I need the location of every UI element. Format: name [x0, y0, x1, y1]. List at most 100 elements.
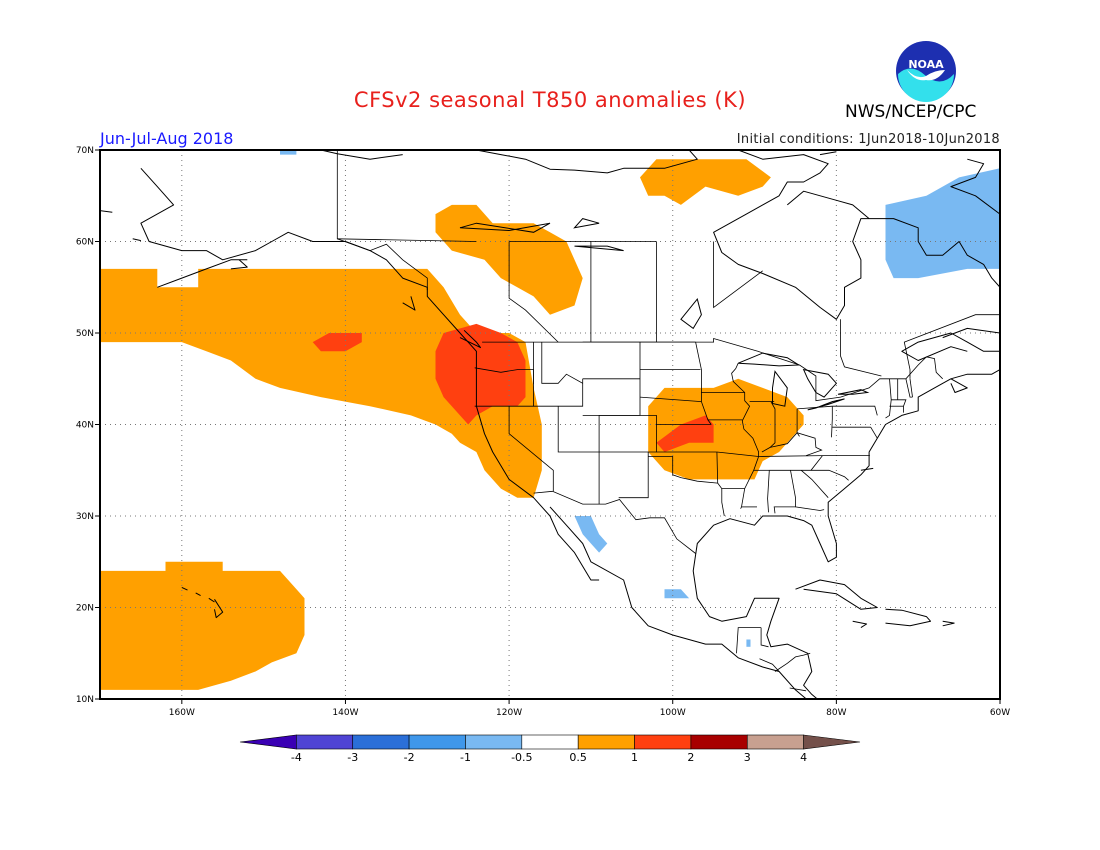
- political-border: [639, 396, 702, 402]
- colorbar-swatch: [352, 734, 410, 750]
- lake-outline: [680, 298, 702, 330]
- colorbar-swatch: [746, 734, 804, 750]
- political-border: [885, 378, 892, 419]
- coastline: [549, 506, 808, 699]
- anomaly-region-8: [885, 168, 1000, 279]
- political-border: [767, 470, 770, 513]
- political-border: [800, 469, 829, 498]
- anomaly-region-9: [574, 516, 608, 553]
- lon-tick-label: 140W: [332, 708, 358, 718]
- lon-tick-label: 100W: [660, 708, 686, 718]
- coastline: [132, 238, 142, 242]
- lake-outline: [459, 222, 551, 233]
- coastline: [713, 150, 1000, 320]
- coastline: [950, 158, 1000, 215]
- lat-tick-label: 60N: [76, 238, 94, 248]
- political-border: [905, 378, 913, 398]
- lake-outline: [573, 218, 600, 229]
- political-border: [909, 378, 913, 398]
- political-border: [761, 401, 776, 453]
- anomaly-region-10: [664, 589, 690, 599]
- political-border: [773, 470, 796, 514]
- coastline: [950, 378, 968, 393]
- coastline: [157, 259, 248, 288]
- colorbar-swatch-low-arrow: [239, 734, 297, 750]
- lat-tick-label: 70N: [76, 146, 94, 156]
- political-border: [508, 406, 554, 492]
- coastline: [901, 332, 1000, 361]
- political-border: [870, 426, 878, 439]
- colorbar-swatch: [521, 734, 579, 750]
- colorbar-swatch: [465, 734, 523, 750]
- anomaly-region-5: [435, 323, 526, 425]
- logo-text: NOAA: [908, 58, 944, 71]
- coastline: [819, 151, 837, 156]
- coastline: [140, 167, 600, 581]
- political-border: [758, 455, 870, 457]
- coastline: [692, 369, 1000, 699]
- coastline: [100, 210, 113, 213]
- season-label: Jun-Jul-Aug 2018: [100, 129, 234, 148]
- map-title: CFSv2 seasonal T850 anomalies (K): [353, 88, 747, 112]
- coastline: [476, 150, 698, 174]
- colorbar-label: -1: [460, 751, 471, 764]
- lat-tick-label: 10N: [76, 695, 94, 705]
- colorbar-label: 1: [631, 751, 638, 764]
- colorbar-swatch-high-arrow: [803, 734, 861, 750]
- colorbar-label: 0.5: [569, 751, 587, 764]
- political-border: [840, 319, 882, 377]
- lake-outline: [772, 370, 788, 407]
- colorbar-swatch: [634, 734, 692, 750]
- initial-conditions-label: Initial conditions: 1Jun2018-10Jun2018: [736, 132, 1000, 147]
- colorbar-label: -3: [347, 751, 358, 764]
- political-border: [716, 451, 759, 457]
- lake-outline: [807, 398, 845, 411]
- political-border: [760, 627, 769, 648]
- lake-outline: [574, 245, 624, 252]
- political-border: [599, 414, 657, 453]
- political-border: [770, 432, 823, 456]
- anomaly-region-2: [640, 159, 771, 205]
- anomaly-region-4: [100, 561, 305, 690]
- colorbar-swatch: [577, 734, 635, 750]
- anomaly-region-3: [648, 378, 804, 480]
- anomaly-shading: [100, 150, 1000, 690]
- political-border: [903, 314, 1000, 379]
- map-axis-labels: 160W 140W 120W 100W 80W 60W 10N 20N 30N 40N 50N 60N…: [76, 146, 1010, 718]
- coastlines-and-borders: [100, 150, 1000, 699]
- coastline: [942, 327, 1000, 339]
- political-border: [648, 456, 718, 484]
- colorbar-label: -0.5: [511, 751, 532, 764]
- coastline: [214, 599, 224, 619]
- political-border: [832, 405, 878, 416]
- colorbar-label: 2: [687, 751, 694, 764]
- political-border: [774, 652, 811, 672]
- political-border: [713, 241, 763, 309]
- political-border: [695, 342, 712, 425]
- agency-label: NWS/NCEP/CPC: [845, 102, 977, 122]
- political-border: [795, 506, 825, 511]
- anomaly-region-0: [100, 268, 542, 498]
- coastline: [195, 592, 201, 597]
- colorbar-label: -2: [404, 751, 415, 764]
- colorbar-swatch: [690, 734, 748, 750]
- political-border: [533, 490, 696, 554]
- anomaly-region-12: [746, 639, 751, 647]
- coastline: [402, 296, 416, 311]
- political-border: [508, 241, 559, 343]
- lon-tick-label: 80W: [826, 708, 846, 718]
- coastline: [230, 259, 248, 270]
- political-border: [618, 452, 649, 499]
- coastline: [942, 620, 955, 627]
- lat-tick-label: 40N: [76, 421, 94, 431]
- lat-tick-label: 30N: [76, 512, 94, 522]
- political-border: [831, 406, 833, 438]
- political-border: [541, 342, 583, 384]
- lake-outline: [802, 368, 838, 398]
- coastline: [795, 579, 878, 610]
- colorbar-swatch: [408, 734, 466, 750]
- coastline: [885, 608, 931, 627]
- political-border: [789, 687, 807, 692]
- political-border: [797, 405, 833, 410]
